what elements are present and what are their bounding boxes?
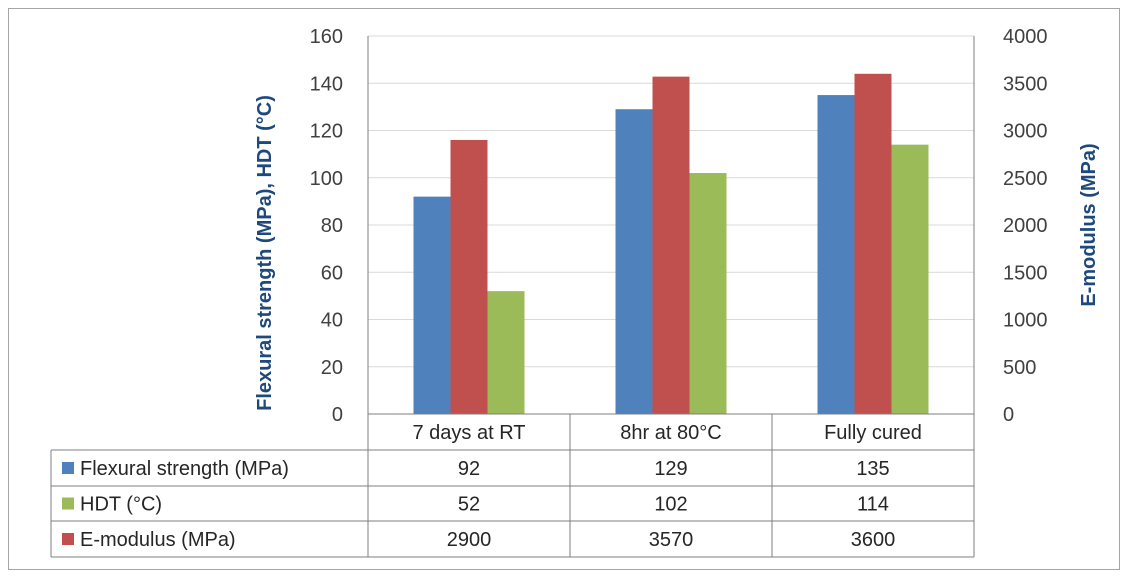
y-tick-label-2: 40 [321, 310, 343, 332]
y-tick-label-0: 0 [332, 404, 343, 426]
bar-emodulus-1 [652, 76, 690, 414]
table-cell-0-0: 92 [458, 458, 480, 480]
bar-hdt-1 [689, 173, 727, 414]
y2-tick-label-5: 2500 [1003, 168, 1048, 190]
y2-tick-label-8: 4000 [1003, 26, 1048, 48]
y-tick-label-8: 160 [310, 26, 343, 48]
table-cell-0-1: 129 [654, 458, 687, 480]
y2-tick-label-1: 500 [1003, 357, 1036, 379]
bar-hdt-2 [891, 144, 929, 415]
table-cell-1-2: 114 [857, 494, 889, 516]
chart-frame [8, 8, 1120, 570]
table-cell-2-0: 2900 [447, 529, 492, 551]
table-cell-1-1: 102 [654, 494, 687, 516]
table-cell-0-2: 135 [856, 458, 889, 480]
bar-hdt-0 [487, 291, 525, 414]
y-tick-label-4: 80 [321, 215, 343, 237]
table-row-label-1: HDT (°C) [80, 494, 162, 516]
table-row-label-2: E-modulus (MPa) [80, 529, 236, 551]
bar-flexural-1 [615, 109, 653, 415]
legend-key-0 [62, 462, 74, 474]
bar-emodulus-0 [450, 139, 488, 414]
y-axis-title: Flexural strength (MPa), HDT (°C) [254, 95, 276, 411]
legend-key-2 [62, 533, 74, 545]
y2-tick-label-4: 2000 [1003, 215, 1048, 237]
bar-flexural-0 [413, 196, 451, 414]
bar-emodulus-2 [854, 73, 892, 415]
table-row-label-0: Flexural strength (MPa) [80, 458, 289, 480]
legend-key-1 [62, 497, 74, 510]
y-tick-label-1: 20 [321, 357, 343, 379]
category-label-0: 7 days at RT [412, 422, 525, 444]
y-tick-label-3: 60 [321, 262, 343, 284]
y-tick-label-7: 140 [310, 73, 343, 95]
y2-tick-label-3: 1500 [1003, 262, 1048, 284]
category-label-1: 8hr at 80°C [620, 422, 721, 444]
table-cell-2-1: 3570 [649, 529, 694, 551]
y2-tick-label-7: 3500 [1003, 73, 1048, 95]
y2-tick-label-6: 3000 [1003, 121, 1048, 143]
y-tick-label-5: 100 [310, 168, 343, 190]
table-cell-2-2: 3600 [851, 529, 896, 551]
y2-tick-label-2: 1000 [1003, 310, 1048, 332]
bar-flexural-2 [817, 95, 855, 414]
table-cell-1-0: 52 [458, 494, 480, 516]
y2-tick-label-0: 0 [1003, 404, 1014, 426]
category-label-2: Fully cured [824, 422, 922, 444]
y2-axis-title: E-modulus (MPa) [1078, 143, 1100, 306]
y-tick-label-6: 120 [310, 121, 343, 143]
